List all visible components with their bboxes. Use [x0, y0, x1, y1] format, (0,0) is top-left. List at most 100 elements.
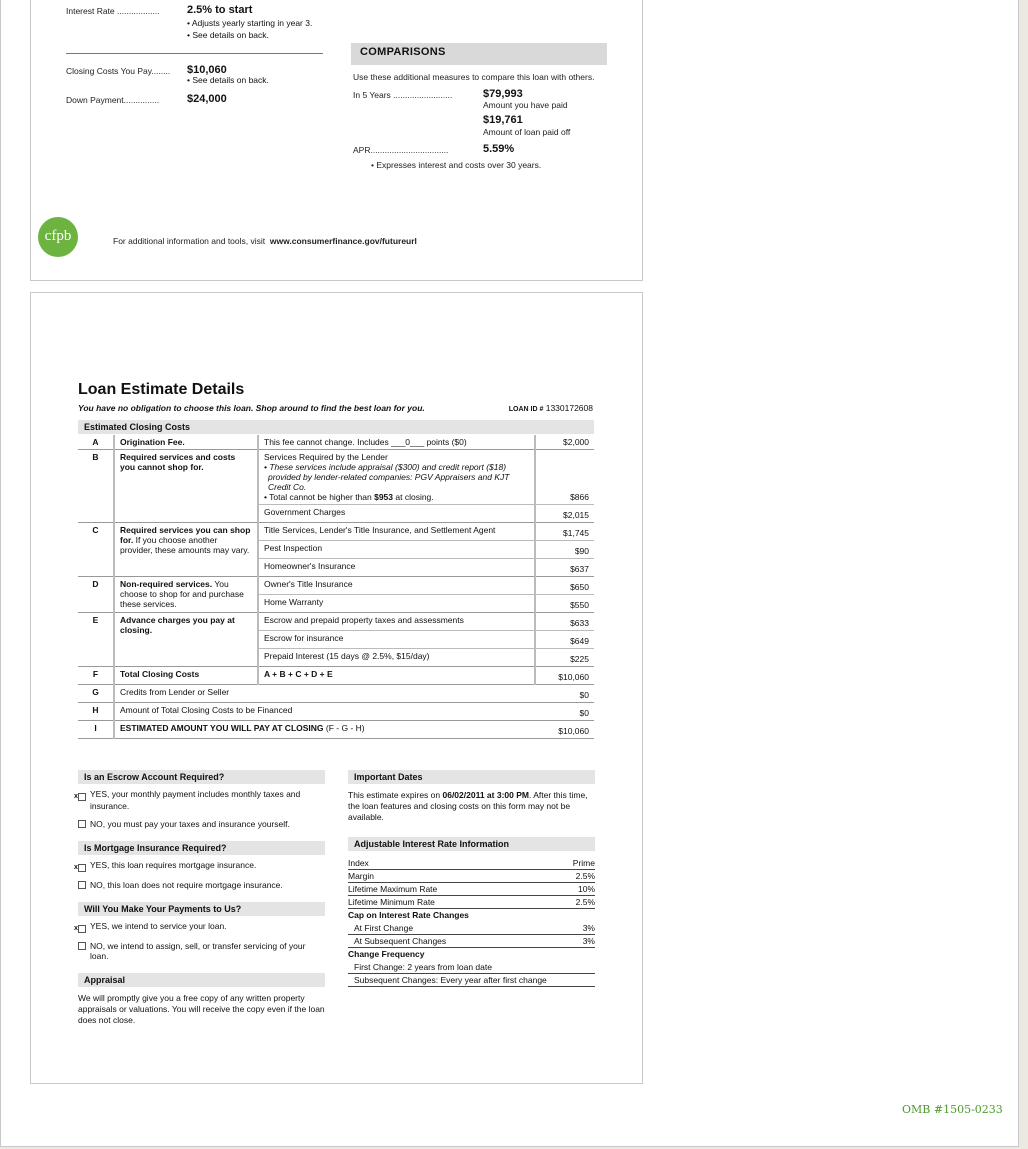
- arm-label: At Subsequent Changes: [354, 936, 447, 946]
- cfpb-logo: cfpb: [38, 217, 78, 257]
- closing-costs-table: A Origination Fee. This fee cannot change.…: [78, 435, 594, 739]
- row-letter: C: [78, 522, 115, 577]
- right-column: Important Dates This estimate expires on…: [348, 770, 595, 987]
- table-row: Prepaid Interest (15 days @ 2.5%, $15/da…: [78, 648, 594, 667]
- payments-header: Will You Make Your Payments to Us?: [78, 902, 325, 916]
- interest-note: • Adjusts yearly starting in year 3.: [187, 18, 313, 28]
- arm-label: Lifetime Maximum Rate: [348, 884, 438, 894]
- row-desc: Amount of Total Closing Costs to be Fina…: [114, 702, 535, 721]
- important-dates-header: Important Dates: [348, 770, 595, 784]
- page-2: Loan Estimate Details You have no obliga…: [30, 292, 643, 1084]
- row-desc: Pest Inspection: [258, 540, 536, 559]
- row-letter: F: [78, 666, 115, 685]
- desc-total-amount: $953: [374, 492, 394, 502]
- interest-rate-label: Interest Rate ..................: [66, 6, 160, 16]
- row-letter: B: [78, 449, 115, 523]
- appraisal-header: Appraisal: [78, 973, 325, 987]
- table-row: Government Charges $2,015: [78, 504, 594, 523]
- row-name-text: Origination Fee: [120, 437, 183, 447]
- omb-number: OMB #1505-0233: [902, 1103, 1003, 1116]
- escrow-no-option[interactable]: NO, you must pay your taxes and insuranc…: [78, 819, 325, 829]
- table-row: Pest Inspection $90: [78, 540, 594, 559]
- mortgage-insurance-header: Is Mortgage Insurance Required?: [78, 841, 325, 855]
- dates-post: . After this time, the loan features and…: [348, 790, 588, 822]
- table-row: E Advance charges you pay at closing. Escr…: [78, 612, 594, 667]
- row-amount: $649: [535, 630, 594, 649]
- table-row: D Non-required services. You choose to sh…: [78, 576, 594, 613]
- option-label: NO, you must pay your taxes and insuranc…: [90, 819, 290, 829]
- page-subtitle: You have no obligation to choose this lo…: [78, 403, 425, 413]
- row-letter: E: [78, 612, 115, 667]
- paid-value: $79,993: [483, 88, 523, 100]
- row-desc: Government Charges: [258, 504, 536, 523]
- desc-note: • These services include appraisal ($300…: [264, 462, 510, 492]
- dates-pre: This estimate expires on: [348, 790, 443, 800]
- table-row: B Required services and costs you cannot …: [78, 449, 594, 523]
- option-label: YES, your monthly payment includes month…: [90, 789, 301, 811]
- table-row: Home Warranty $550: [78, 594, 594, 613]
- row-amount: $2,015: [535, 504, 594, 523]
- row-letter: H: [78, 702, 115, 721]
- arm-row: Lifetime Minimum Rate 2.5%: [348, 896, 595, 909]
- row-name: Origination Fee.: [114, 435, 259, 450]
- arm-label: At First Change: [354, 923, 414, 933]
- desc-total: • Total cannot be higher than: [264, 492, 375, 502]
- down-payment-value: $24,000: [187, 93, 227, 105]
- row-amount: $225: [535, 648, 594, 667]
- row-name-rest: If you choose another provider, these am…: [120, 535, 250, 555]
- pay-no-option[interactable]: NO, we intend to assign, sell, or transf…: [78, 941, 325, 961]
- mi-no-option[interactable]: NO, this loan does not require mortgage …: [78, 880, 325, 890]
- checkbox-checked-icon[interactable]: x: [74, 925, 86, 933]
- row-amount: $0: [535, 684, 594, 703]
- row-name: Required services you can shop for. If y…: [114, 522, 259, 577]
- checkbox-icon[interactable]: [78, 881, 86, 889]
- row-desc: Title Services, Lender's Title Insurance…: [258, 522, 536, 541]
- freq-row: First Change: 2 years from loan date: [348, 961, 595, 974]
- row-amount: $1,745: [535, 522, 594, 541]
- page-1: Interest Rate .................. 2.5% to…: [30, 0, 643, 281]
- escrow-header: Is an Escrow Account Required?: [78, 770, 325, 784]
- row-amount: $637: [535, 558, 594, 577]
- row-desc: Owner's Title Insurance: [258, 576, 536, 595]
- row-name: Required services and costs you cannot s…: [114, 449, 259, 523]
- mi-yes-option[interactable]: x YES, this loan requires mortgage insura…: [74, 860, 325, 872]
- closing-costs-label: Closing Costs You Pay........: [66, 66, 171, 76]
- desc-title: Services Required by the Lender: [264, 452, 388, 462]
- comparisons-header: COMPARISONS: [351, 43, 607, 65]
- row-letter: I: [78, 720, 115, 739]
- table-row: Homeowner's Insurance $637: [78, 558, 594, 577]
- page-title: Loan Estimate Details: [78, 381, 245, 398]
- pay-yes-option[interactable]: x YES, we intend to service your loan.: [74, 921, 325, 933]
- freq-row: Subsequent Changes: Every year after fir…: [348, 974, 595, 987]
- row-desc: Services Required by the Lender • These s…: [258, 449, 536, 505]
- checkbox-icon[interactable]: [78, 942, 86, 950]
- footer-text-label: For additional information and tools, vi…: [113, 236, 266, 246]
- closing-note: • See details on back.: [187, 75, 269, 85]
- dates-text: This estimate expires on 06/02/2011 at 3…: [348, 790, 595, 823]
- row-amount: $90: [535, 540, 594, 559]
- row-amount: $0: [535, 702, 594, 721]
- arm-row: Index Prime: [348, 857, 595, 870]
- down-payment-label: Down Payment...............: [66, 95, 160, 105]
- checkbox-icon[interactable]: [78, 820, 86, 828]
- loan-id-label: LOAN ID #: [508, 406, 544, 413]
- row-amount: $10,060: [535, 666, 594, 685]
- checkbox-checked-icon[interactable]: x: [74, 793, 86, 801]
- left-column: Is an Escrow Account Required? x YES, you…: [74, 770, 325, 1026]
- row-desc: Home Warranty: [258, 594, 536, 613]
- estimated-closing-costs-header: Estimated Closing Costs: [78, 420, 594, 434]
- row-name: Total Closing Costs: [114, 666, 259, 685]
- checkbox-checked-icon[interactable]: x: [74, 864, 86, 872]
- footer-url-link[interactable]: www.consumerfinance.gov/futureurl: [269, 236, 417, 246]
- row-name: Non-required services. You choose to sho…: [114, 576, 259, 613]
- divider: [66, 53, 323, 54]
- appraisal-text: We will promptly give you a free copy of…: [78, 993, 325, 1025]
- table-row: F Total Closing Costs A + B + C + D + E $10…: [78, 666, 594, 685]
- option-label: NO, this loan does not require mortgage …: [90, 880, 283, 890]
- escrow-yes-option[interactable]: x YES, your monthly payment includes mont…: [74, 789, 325, 811]
- table-row: C Required services you can shop for. If …: [78, 522, 594, 577]
- row-desc: A + B + C + D + E: [258, 666, 536, 685]
- option-label: YES, this loan requires mortgage insuran…: [90, 860, 257, 870]
- table-row: H Amount of Total Closing Costs to be Fin…: [78, 702, 594, 721]
- option-label: NO, we intend to assign, sell, or transf…: [90, 941, 306, 961]
